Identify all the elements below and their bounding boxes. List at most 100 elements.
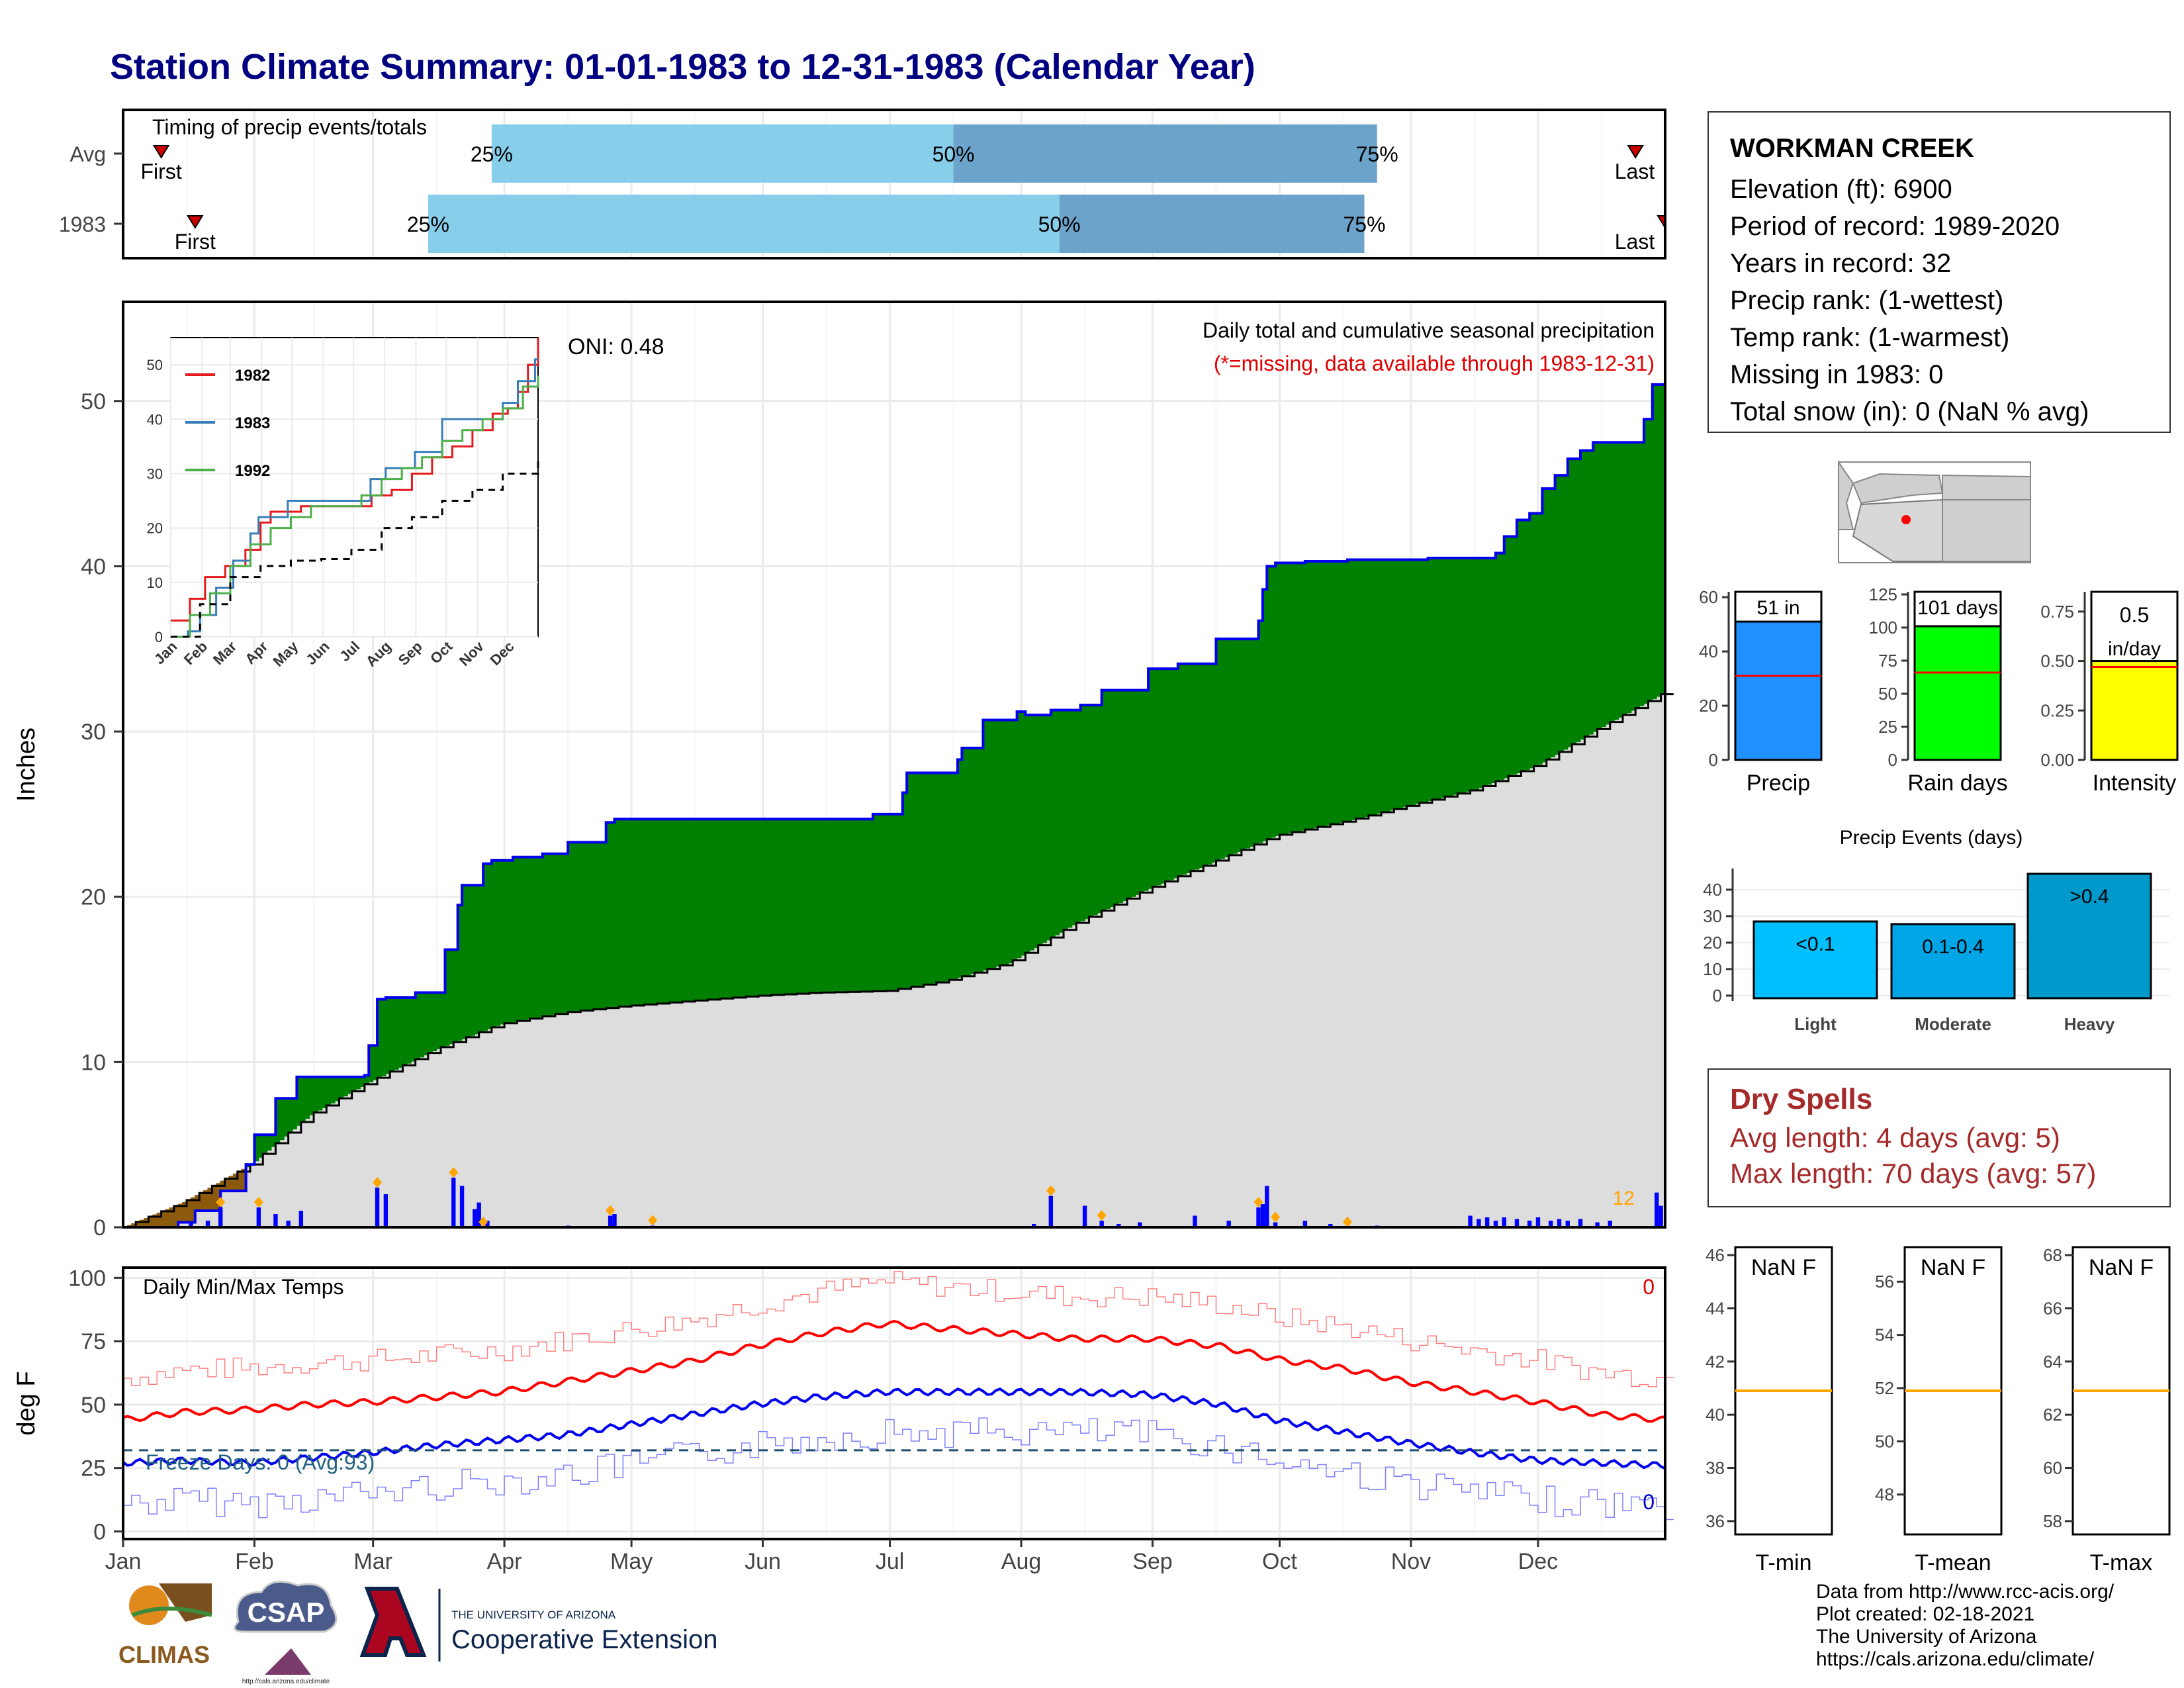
events-bar — [1890, 923, 2016, 1000]
precip-ytick-label: 40 — [81, 554, 106, 579]
bar-panel-tick-label: 75 — [1878, 651, 1897, 671]
cumulative-1983-line — [123, 383, 1665, 1229]
inset-series-line — [171, 375, 539, 638]
daily-precip-bar — [1493, 1221, 1498, 1227]
inset-ytick-label: 20 — [147, 520, 163, 537]
credit-line: Data from http://www.rcc-acis.org/ — [1816, 1581, 2115, 1603]
daily-precip-bar — [1484, 1217, 1490, 1227]
timing-label-75: 75% — [1343, 212, 1385, 236]
bar-panel-tick-label: 50 — [1878, 684, 1897, 704]
temp-box-tick-label: 46 — [1706, 1245, 1725, 1265]
precip-ytick-label: 0 — [93, 1215, 106, 1241]
month-label: Nov — [1391, 1549, 1431, 1574]
timing-label-50: 50% — [1038, 212, 1081, 236]
temp-box-tick-label: 64 — [2043, 1352, 2062, 1372]
daily-precip-bar — [1502, 1217, 1506, 1227]
credit-line: https://cals.arizona.edu/climate/ — [1816, 1648, 2095, 1670]
map-state-new-mexico — [1942, 474, 2031, 562]
month-label: Sep — [1132, 1549, 1173, 1574]
daily-precip-bar — [218, 1207, 223, 1227]
events-tick-label: 40 — [1703, 880, 1722, 900]
station-info-line: Temp rank: (1-warmest) — [1730, 323, 2010, 352]
daily-precip-bar — [451, 1178, 456, 1227]
month-label: Aug — [1001, 1549, 1042, 1574]
daily-precip-bar — [1557, 1219, 1562, 1227]
dry-spells-avg: Avg length: 4 days (avg: 5) — [1730, 1122, 2060, 1153]
below-average-area — [126, 1168, 247, 1228]
bar-panel-tick-label: 0.25 — [2040, 700, 2074, 720]
ua-line1: THE UNIVERSITY OF ARIZONA — [451, 1609, 616, 1621]
daily-precip-bar — [1138, 1222, 1142, 1227]
ua-logo: THE UNIVERSITY OF ARIZONA Cooperative Ex… — [359, 1587, 717, 1662]
daily-precip-bar — [1514, 1219, 1520, 1227]
inset-legend-label: 1983 — [235, 414, 270, 432]
inset-frame — [170, 337, 539, 637]
oni-label: ONI: 0.48 — [568, 334, 664, 359]
bar-panel-tick-label: 40 — [1699, 641, 1718, 661]
month-label: Jul — [876, 1549, 904, 1574]
average-max-temp-line — [122, 1319, 1666, 1423]
bar-panel-tick-label: 0.50 — [2040, 651, 2074, 671]
temp-box-value: NaN F — [2089, 1255, 2154, 1280]
daily-precip-bar — [189, 1222, 193, 1227]
timing-row-label: Avg — [69, 142, 106, 166]
daily-precip-bar — [1595, 1222, 1600, 1227]
events-tick-label: 30 — [1703, 906, 1722, 926]
station-info-box: WORKMAN CREEK Elevation (ft): 6900 Perio… — [1707, 111, 2171, 433]
precip-ytick-label: 10 — [81, 1050, 106, 1075]
csap-url: http://cals.arizona.edu/climate — [242, 1678, 330, 1685]
record-day-marker — [1097, 1210, 1107, 1221]
hot-days-count: 0 — [1643, 1275, 1655, 1299]
csap-mountain — [265, 1648, 311, 1675]
daily-precip-bar — [1256, 1207, 1261, 1227]
daily-precip-bar — [383, 1194, 388, 1227]
temp-panel: 0 25 50 75 100 Daily Min/Max Temps Freeze Da… — [13, 1266, 1674, 1574]
temp-box-tick-label: 52 — [1875, 1378, 1894, 1398]
timing-label-50: 50% — [933, 142, 975, 166]
inset-ytick-label: 0 — [155, 629, 163, 645]
cold-days-count: 0 — [1643, 1490, 1655, 1514]
precip-panel: 0 10 20 30 40 50 Daily total and cumulative s… — [13, 301, 1674, 1241]
daily-precip-bar — [1226, 1221, 1231, 1227]
daily-precip-bar — [1527, 1221, 1532, 1227]
month-label: Feb — [235, 1549, 274, 1574]
bar-panel-tick-label: 25 — [1878, 717, 1897, 737]
timing-bar-q25-q50 — [491, 124, 954, 183]
events-bar-label: <0.1 — [1796, 933, 1835, 955]
station-info-line: Missing in 1983: 0 — [1730, 360, 1944, 389]
station-info-line: Precip rank: (1-wettest) — [1730, 286, 2004, 315]
events-bar-label: >0.4 — [2070, 886, 2109, 908]
precip-ylabel: Inches — [13, 727, 40, 802]
missing-note: (*=missing, data available through 1983-… — [1214, 352, 1655, 375]
temp-box-tick-label: 58 — [2043, 1511, 2062, 1531]
daily-precip-bar — [1265, 1186, 1269, 1227]
bar-panel-value-bar — [2090, 660, 2179, 761]
temp-title: Daily Min/Max Temps — [143, 1275, 343, 1299]
daily-precip-bar — [1048, 1196, 1054, 1227]
precip-ytick-label: 30 — [81, 720, 106, 745]
precip-panel-frame — [122, 301, 1666, 1229]
month-label: May — [610, 1549, 653, 1574]
bar-panel-value-label: 101 days — [1917, 597, 1998, 619]
temp-box-tick-label: 48 — [1875, 1485, 1894, 1505]
daily-precip-bar — [612, 1214, 617, 1227]
inset-ytick-label: 10 — [147, 575, 163, 591]
csap-logo: CSAP http://cals.arizona.edu/climate — [233, 1580, 338, 1685]
first-event-marker — [152, 145, 170, 159]
daily-precip-bar — [1260, 1204, 1265, 1227]
record-day-marker — [1046, 1185, 1056, 1196]
credit-line: Plot created: 02-18-2021 — [1816, 1603, 2035, 1625]
temp-panel-frame — [122, 1266, 1666, 1540]
month-label: Dec — [1518, 1549, 1558, 1574]
month-label: Oct — [1262, 1549, 1297, 1574]
timing-label-25: 25% — [407, 212, 449, 236]
station-location-map — [1838, 459, 2031, 563]
daily-precip-bar — [608, 1215, 613, 1227]
temp-box-tick-label: 50 — [1875, 1431, 1894, 1451]
precip-events-chart: Precip Events (days) 0 10 20 30 40 <0.1 Light 0… — [1703, 827, 2169, 1034]
temp-box-label: T-min — [1756, 1550, 1812, 1575]
daily-precip-bar — [205, 1221, 210, 1227]
first-event-marker — [187, 215, 204, 229]
inset-legend-label: 1992 — [235, 462, 270, 480]
daily-precip-bar — [1099, 1221, 1104, 1227]
